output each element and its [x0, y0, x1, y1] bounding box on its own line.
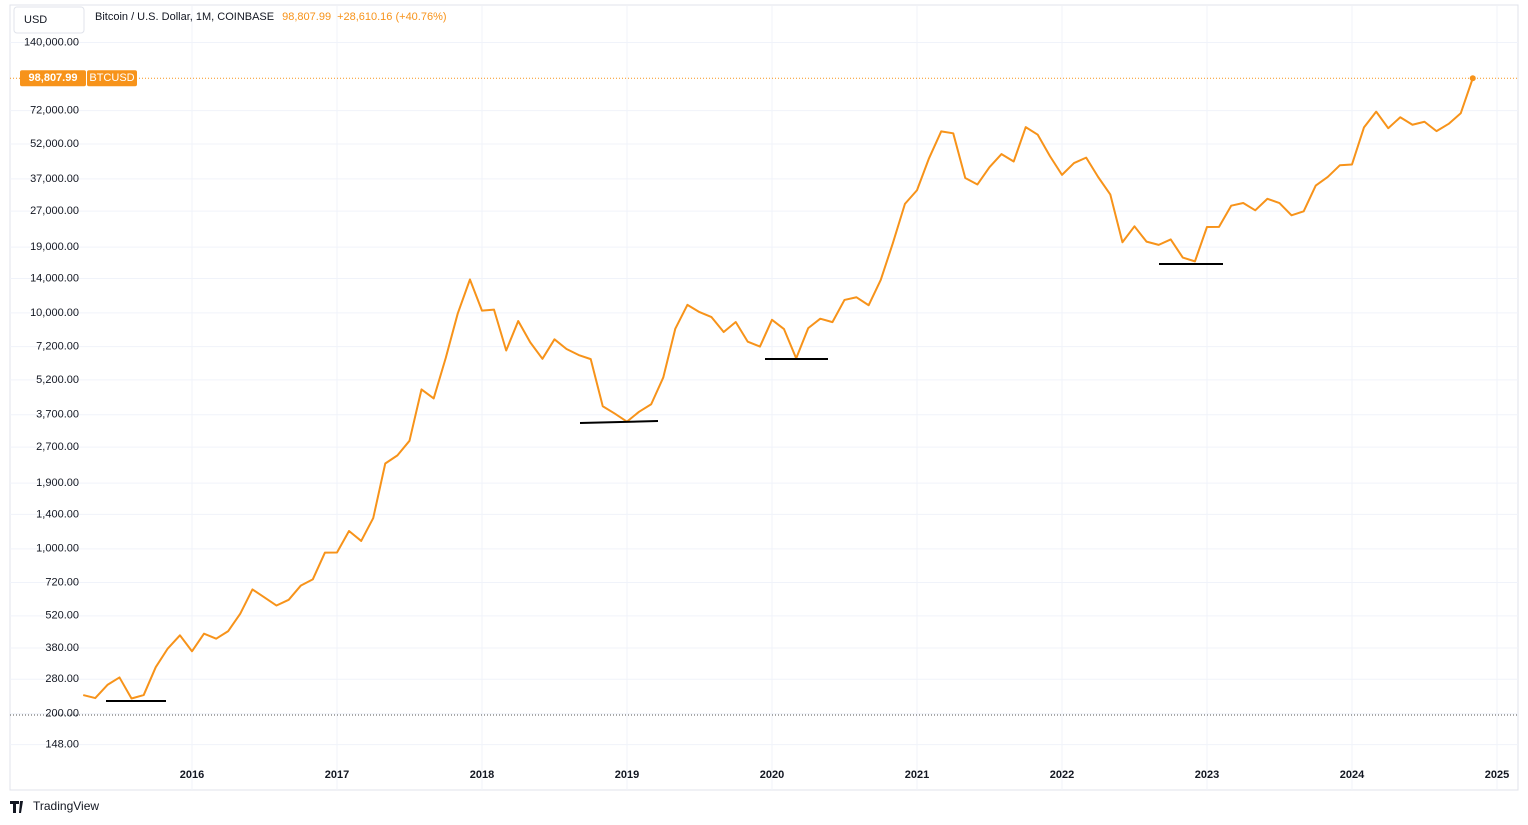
y-tick-label: 10,000.00	[30, 307, 79, 319]
y-tick-label: 3,700.00	[36, 409, 79, 421]
y-tick-label: 5,200.00	[36, 374, 79, 386]
grid	[10, 6, 1518, 790]
x-tick-label: 2020	[760, 769, 784, 781]
currency: USD	[24, 14, 47, 26]
y-tick-label: 37,000.00	[30, 173, 79, 185]
x-tick-label: 2019	[615, 769, 639, 781]
y-tick-label: 380.00	[45, 642, 79, 654]
plot	[10, 75, 1518, 700]
y-tick-label: 148.00	[45, 738, 79, 750]
y-tick-label: 52,000.00	[30, 138, 79, 150]
watermark: TradingView	[33, 799, 99, 813]
y-tick-label: 1,400.00	[36, 508, 79, 520]
y-tick-label: 520.00	[45, 610, 79, 622]
x-tick-label: 2025	[1485, 769, 1509, 781]
x-tick-label: 2018	[470, 769, 494, 781]
y-tick-label: 200.00	[45, 708, 79, 720]
y-tick-label: 1,900.00	[36, 477, 79, 489]
header: Bitcoin / U.S. Dollar, 1M, COINBASE 98,80…	[95, 11, 447, 23]
last-price: 98,807.99	[282, 11, 331, 23]
symbol-tag	[87, 70, 137, 87]
x-tick-label: 2023	[1195, 769, 1219, 781]
symbol-tag-label: BTCUSD	[89, 72, 134, 84]
price-tag-label: 98,807.99	[29, 72, 78, 84]
price-tag	[20, 70, 86, 87]
y-tick-label: 19,000.00	[30, 241, 79, 253]
last-point	[1469, 75, 1476, 82]
x-tick-label: 2021	[905, 769, 929, 781]
y-tick-label: 27,000.00	[30, 205, 79, 217]
y-tick-label: 2,700.00	[36, 441, 79, 453]
price-line	[82, 77, 1474, 700]
price-change: +28,610.16 (+40.76%)	[337, 11, 446, 23]
y-tick-label: 720.00	[45, 576, 79, 588]
logo	[10, 801, 23, 813]
chart-title: Bitcoin / U.S. Dollar, 1M, COINBASE	[95, 11, 274, 23]
x-tick-label: 2017	[325, 769, 349, 781]
y-tick-label: 72,000.00	[30, 105, 79, 117]
y-tick-label: 280.00	[45, 673, 79, 685]
currency-box[interactable]	[13, 6, 85, 34]
x-tick-label: 2016	[180, 769, 204, 781]
support-lines	[106, 263, 1223, 702]
x-tick-label: 2024	[1340, 769, 1365, 781]
y-tick-label: 140,000.00	[24, 36, 79, 48]
y-tick-label: 1,000.00	[36, 543, 79, 555]
x-tick-label: 2022	[1050, 769, 1074, 781]
y-tick-label: 14,000.00	[30, 272, 79, 284]
plot-frame	[9, 4, 1519, 791]
support-line	[579, 420, 659, 424]
y-tick-label: 7,200.00	[36, 340, 79, 352]
